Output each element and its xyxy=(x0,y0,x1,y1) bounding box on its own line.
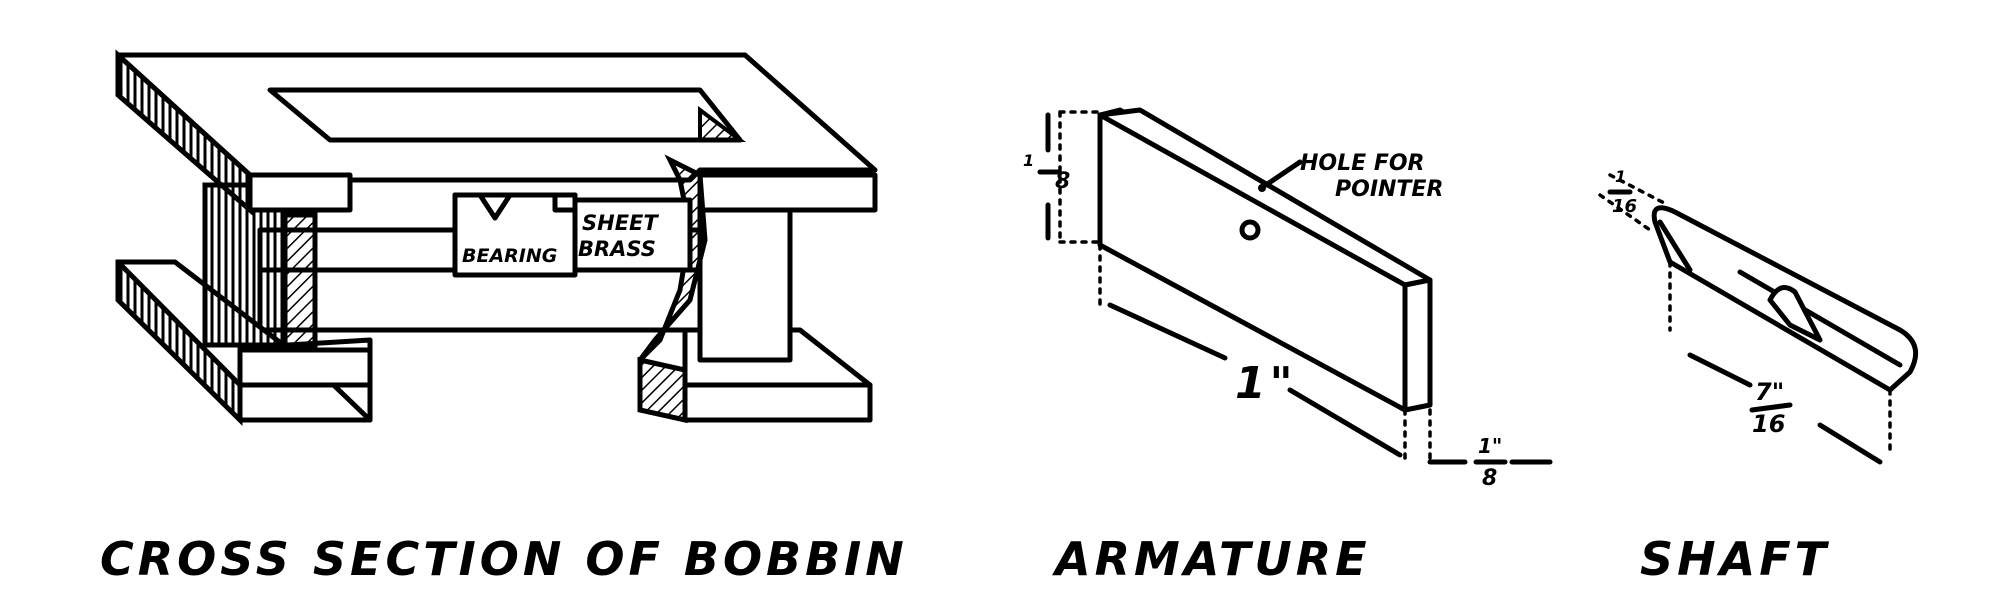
armature-end xyxy=(1402,277,1433,413)
bobbin-figure: BEARING SHEET BRASS CROSS SECTION OF BOB… xyxy=(100,49,908,586)
shaft-figure: 1 16 7" 16 SHAFT xyxy=(1598,167,1919,586)
armature-figure: 1 8 HOLE FOR POINTER 1" 1" 8 ARMATURE xyxy=(1023,107,1553,586)
shaft-length-den: 16 xyxy=(1752,410,1785,438)
bobbin-caption: CROSS SECTION OF BOBBIN xyxy=(100,532,908,586)
armature-length-label: 1" xyxy=(1235,358,1297,409)
bearing-label: BEARING xyxy=(462,245,557,267)
armature-height-num: 1 xyxy=(1023,151,1034,170)
armature-caption: ARMATURE xyxy=(1052,532,1371,586)
armature-height-den: 8 xyxy=(1055,169,1070,194)
shaft-diam-num: 1 xyxy=(1615,167,1626,186)
bobbin-left-pillar xyxy=(202,182,318,348)
shaft-diam-den: 16 xyxy=(1612,196,1637,217)
bobbin-top-plate xyxy=(115,49,878,216)
armature-thickness-den: 8 xyxy=(1482,466,1497,491)
brass-label: BRASS xyxy=(578,237,656,261)
bobbin-bottom-plate xyxy=(115,259,373,426)
shaft-length-num: 7" xyxy=(1755,378,1784,406)
sheet-label: SHEET xyxy=(582,211,659,235)
hole-label-1: HOLE FOR xyxy=(1300,151,1425,176)
shaft-caption: SHAFT xyxy=(1640,532,1830,586)
bobbin-bearing: BEARING SHEET BRASS xyxy=(452,192,693,278)
armature-thickness-num: 1" xyxy=(1478,434,1502,458)
pointer-hole xyxy=(1239,219,1261,241)
hole-label-2: POINTER xyxy=(1335,177,1443,202)
